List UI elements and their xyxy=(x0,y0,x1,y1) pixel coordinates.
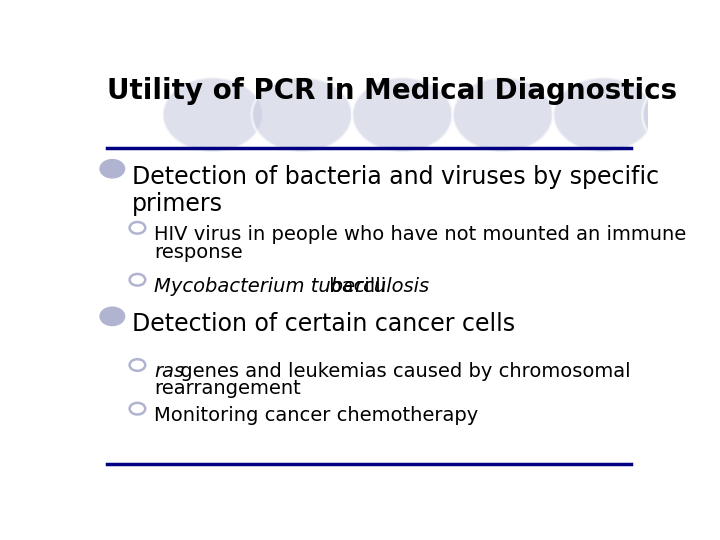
Text: bacilli: bacilli xyxy=(323,277,387,296)
Circle shape xyxy=(642,77,720,152)
Text: Mycobacterium tuberculosis: Mycobacterium tuberculosis xyxy=(154,277,429,296)
Circle shape xyxy=(352,77,453,152)
Text: Utility of PCR in Medical Diagnostics: Utility of PCR in Medical Diagnostics xyxy=(107,77,677,105)
Circle shape xyxy=(553,77,654,152)
Circle shape xyxy=(453,77,553,152)
Text: rearrangement: rearrangement xyxy=(154,379,301,398)
Text: primers: primers xyxy=(132,192,223,215)
Text: ras: ras xyxy=(154,362,184,381)
Text: genes and leukemias caused by chromosomal: genes and leukemias caused by chromosoma… xyxy=(174,362,630,381)
Circle shape xyxy=(252,77,352,152)
Text: Detection of certain cancer cells: Detection of certain cancer cells xyxy=(132,312,515,336)
Circle shape xyxy=(100,307,125,326)
Circle shape xyxy=(100,160,125,178)
Circle shape xyxy=(163,77,263,152)
Text: HIV virus in people who have not mounted an immune: HIV virus in people who have not mounted… xyxy=(154,225,686,244)
Text: response: response xyxy=(154,243,243,262)
Text: Detection of bacteria and viruses by specific: Detection of bacteria and viruses by spe… xyxy=(132,165,659,188)
Text: Monitoring cancer chemotherapy: Monitoring cancer chemotherapy xyxy=(154,406,478,425)
